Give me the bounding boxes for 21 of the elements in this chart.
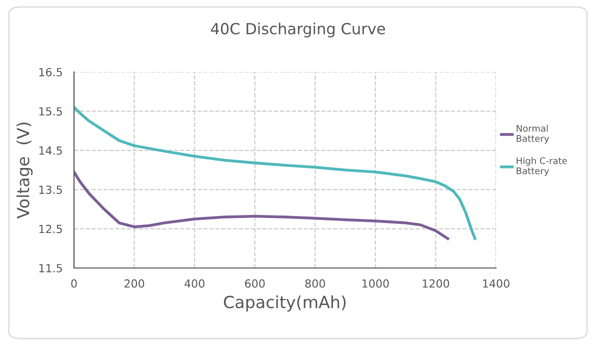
x-tick-label: 600 xyxy=(245,279,265,288)
x-tick-label: 0 xyxy=(71,279,77,288)
x-tick-label: 1000 xyxy=(362,279,389,288)
y-tick-label: 15.5 xyxy=(39,107,62,116)
x-tick-label: 200 xyxy=(124,279,144,288)
y-tick-label: 12.5 xyxy=(39,224,62,234)
x-axis-title: Capacity(mAh) xyxy=(224,295,346,312)
y-axis-title: Voltage (V) xyxy=(16,122,33,219)
chart-title: 40C Discharging Curve xyxy=(210,22,386,38)
x-tick-label: 1400 xyxy=(483,279,510,288)
y-tick-label: 16.5 xyxy=(39,68,62,76)
line-series xyxy=(74,106,476,240)
x-tick-label: 800 xyxy=(305,279,326,288)
legend-label: High C-rate Battery xyxy=(516,157,567,176)
y-tick-label: 11.5 xyxy=(39,264,62,272)
legend-label: Normal Battery xyxy=(516,124,550,144)
y-tick-label: 14.5 xyxy=(39,146,62,155)
y-tick-label: 13.5 xyxy=(39,186,62,194)
line-series xyxy=(74,170,450,240)
x-tick-label: 400 xyxy=(184,279,204,288)
x-tick-label: 1200 xyxy=(422,279,450,288)
